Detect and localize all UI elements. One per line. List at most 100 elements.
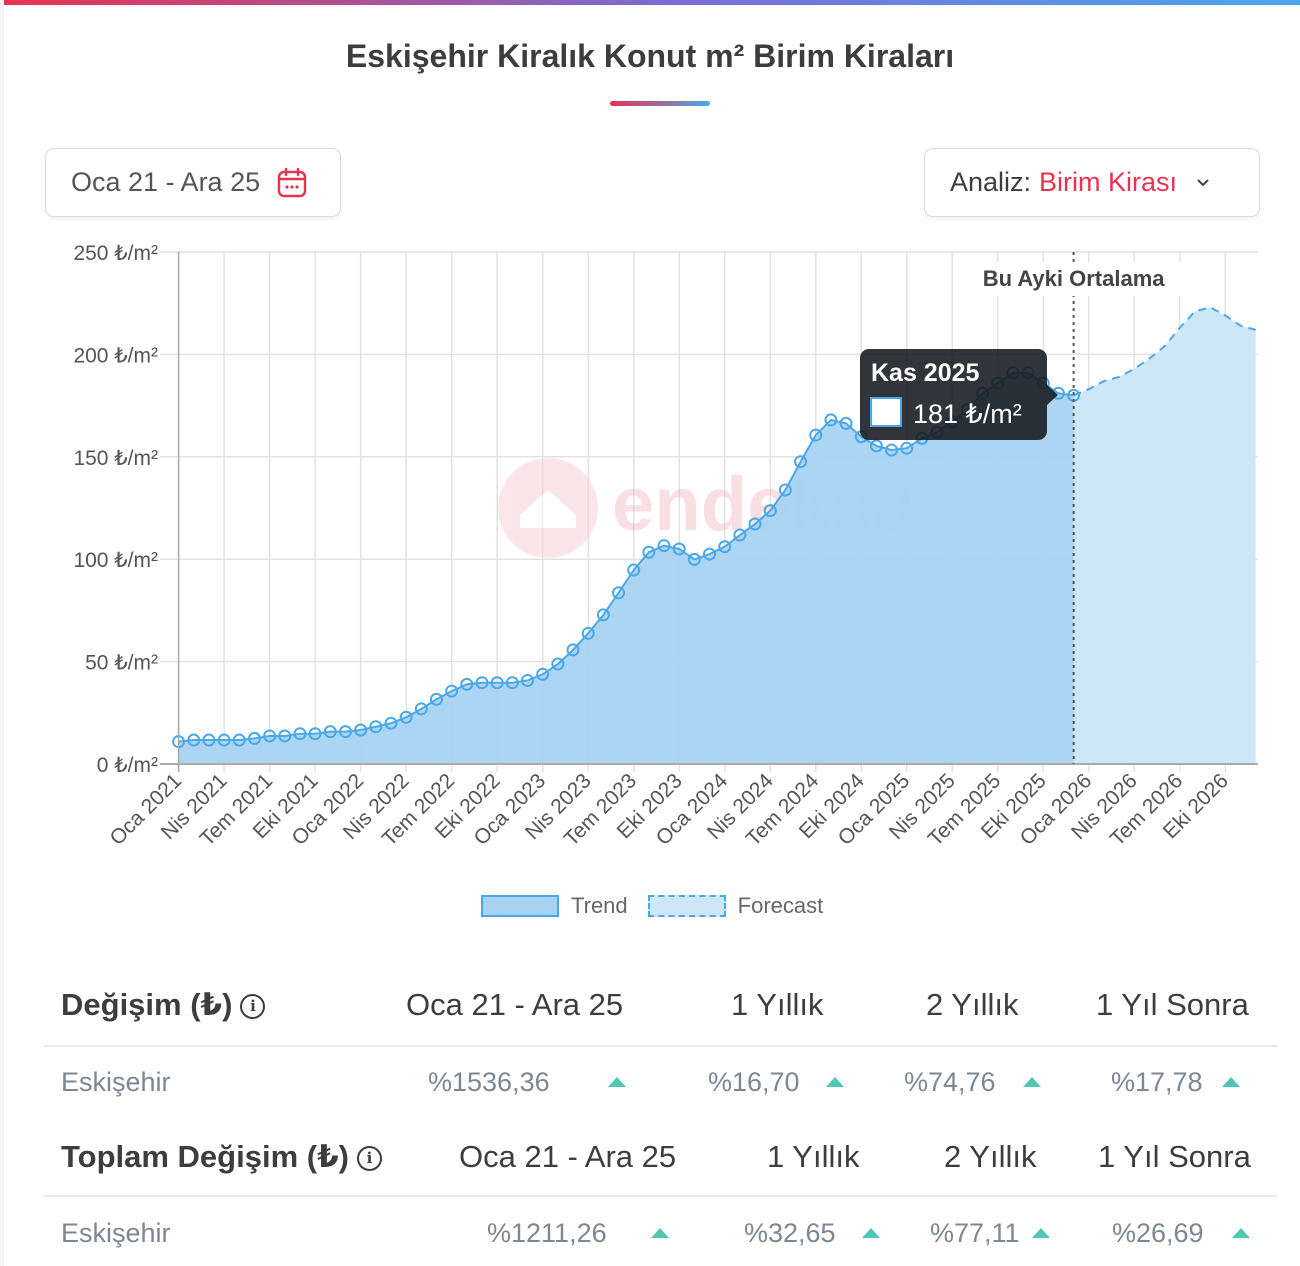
trend-point [612, 586, 626, 600]
trend-point [885, 443, 899, 457]
title-underline [610, 101, 710, 106]
tooltip-title: Kas 2025 [871, 359, 980, 387]
trend-point [748, 517, 762, 531]
trend-point [490, 676, 504, 690]
analysis-dropdown[interactable]: Analiz: Birim Kirası [924, 148, 1260, 217]
trend-point [794, 455, 808, 469]
up-triangle-icon [1032, 1228, 1050, 1238]
table1-value-1y: %16,70 [708, 1067, 800, 1097]
trend-point [687, 552, 701, 566]
watermark-house [520, 490, 576, 528]
up-triangle-icon [826, 1077, 844, 1087]
date-range-label: Oca 21 - Ara 25 [71, 167, 261, 197]
trend-point [217, 733, 231, 747]
y-tick-label: 50 ₺/m² [85, 652, 158, 675]
y-tick-label: 100 ₺/m² [73, 549, 158, 572]
table1-divider [44, 1045, 1277, 1047]
trend-point [869, 439, 883, 453]
trend-point [247, 731, 261, 745]
trend-point [627, 563, 641, 577]
trend-point [369, 720, 383, 734]
legend-label-forecast[interactable]: Forecast [737, 893, 824, 918]
y-tick-label: 150 ₺/m² [73, 447, 158, 470]
trend-area [178, 372, 1074, 764]
up-triangle-icon [651, 1228, 669, 1238]
table2-col-period: Oca 21 - Ara 25 [459, 1139, 677, 1174]
analysis-label: Analiz: [950, 167, 1032, 197]
trend-point [566, 643, 580, 657]
trend-point [581, 626, 595, 640]
trend-point [308, 727, 322, 741]
info-icon[interactable]: i [356, 1146, 382, 1172]
table1-value-next-year: %17,78 [1111, 1067, 1203, 1097]
table2-value-1y: %32,65 [744, 1218, 836, 1248]
trend-point [232, 733, 246, 747]
trend-point [399, 710, 413, 724]
trend-point [718, 540, 732, 554]
trend-point [460, 677, 474, 691]
chart-legend: Trend Forecast [481, 893, 823, 919]
trend-point [521, 673, 535, 687]
table2-value-next-year: %26,69 [1112, 1218, 1204, 1248]
table1-col-period: Oca 21 - Ara 25 [406, 987, 624, 1022]
table2-title-text: Toplam Değişim (₺) [61, 1139, 349, 1174]
annotation-label: Bu Ayki Ortalama [983, 266, 1166, 291]
trend-point [900, 441, 914, 455]
y-tick-label: 0 ₺/m² [97, 754, 158, 777]
date-range-button[interactable]: Oca 21 - Ara 25 [45, 148, 341, 217]
table2-col-2y: 2 Yıllık [944, 1139, 1037, 1174]
up-triangle-icon [608, 1077, 626, 1087]
table2-col-next-year: 1 Yıl Sonra [1098, 1139, 1251, 1174]
tooltip-swatch [870, 397, 902, 427]
trend-point [263, 729, 277, 743]
rent-chart: 0 ₺/m² 50 ₺/m² 100 ₺/m² 150 ₺/m² 200 ₺/m² 250… [73, 242, 1258, 851]
table2-value-period: %1211,26 [487, 1218, 607, 1248]
trend-point [187, 733, 201, 747]
forecast-area [1073, 307, 1256, 764]
tooltip: Kas 2025 181 ₺/m² [860, 349, 1058, 440]
trend-point [278, 729, 292, 743]
table1-col-2y: 2 Yıllık [926, 987, 1019, 1022]
forecast-line [1073, 306, 1256, 397]
trend-point [839, 416, 853, 430]
analysis-value: Birim Kirası [1039, 167, 1178, 197]
trend-point [323, 725, 337, 739]
legend-swatch-trend[interactable] [481, 895, 559, 917]
annotation-bg [968, 262, 1186, 296]
trend-point [505, 676, 519, 690]
trend-point [429, 692, 443, 706]
trend-point [824, 413, 838, 427]
table2-col-1y: 1 Yıllık [767, 1139, 860, 1174]
up-triangle-icon [1023, 1077, 1041, 1087]
trend-point [445, 684, 459, 698]
y-tick-label: 200 ₺/m² [73, 344, 158, 367]
table2-row-label: Eskişehir [61, 1218, 171, 1248]
trend-point [703, 547, 717, 561]
table1-value-period: %1536,36 [428, 1067, 550, 1097]
info-icon[interactable]: i [240, 994, 266, 1020]
table1-col-1y: 1 Yıllık [731, 987, 824, 1022]
table1-col-next-year: 1 Yıl Sonra [1096, 987, 1249, 1022]
trend-point [475, 676, 489, 690]
table2-title: Toplam Değişim (₺) i [61, 1139, 382, 1175]
trend-point [809, 428, 823, 442]
y-tick-label: 250 ₺/m² [73, 242, 158, 265]
chevron-down-icon [1197, 178, 1209, 186]
trend-point [596, 608, 610, 622]
legend-swatch-forecast[interactable] [647, 895, 726, 917]
legend-label-trend[interactable]: Trend [571, 893, 628, 918]
trend-point [384, 716, 398, 730]
table2-value-2y: %77,11 [930, 1218, 1020, 1248]
trend-point [733, 528, 747, 542]
trend-point [354, 723, 368, 737]
trend-point [657, 539, 671, 553]
trend-point [202, 733, 216, 747]
table1-title: Değişim (₺) i [61, 987, 266, 1023]
table2-divider [44, 1195, 1277, 1197]
table1-row-label: Eskişehir [61, 1067, 171, 1097]
tooltip-value: 181 ₺/m² [913, 399, 1022, 429]
gradient-top-bar [4, 0, 1300, 5]
up-triangle-icon [1232, 1228, 1250, 1238]
up-triangle-icon [862, 1228, 880, 1238]
page-title: Eskişehir Kiralık Konut m² Birim Kiralar… [345, 38, 955, 74]
